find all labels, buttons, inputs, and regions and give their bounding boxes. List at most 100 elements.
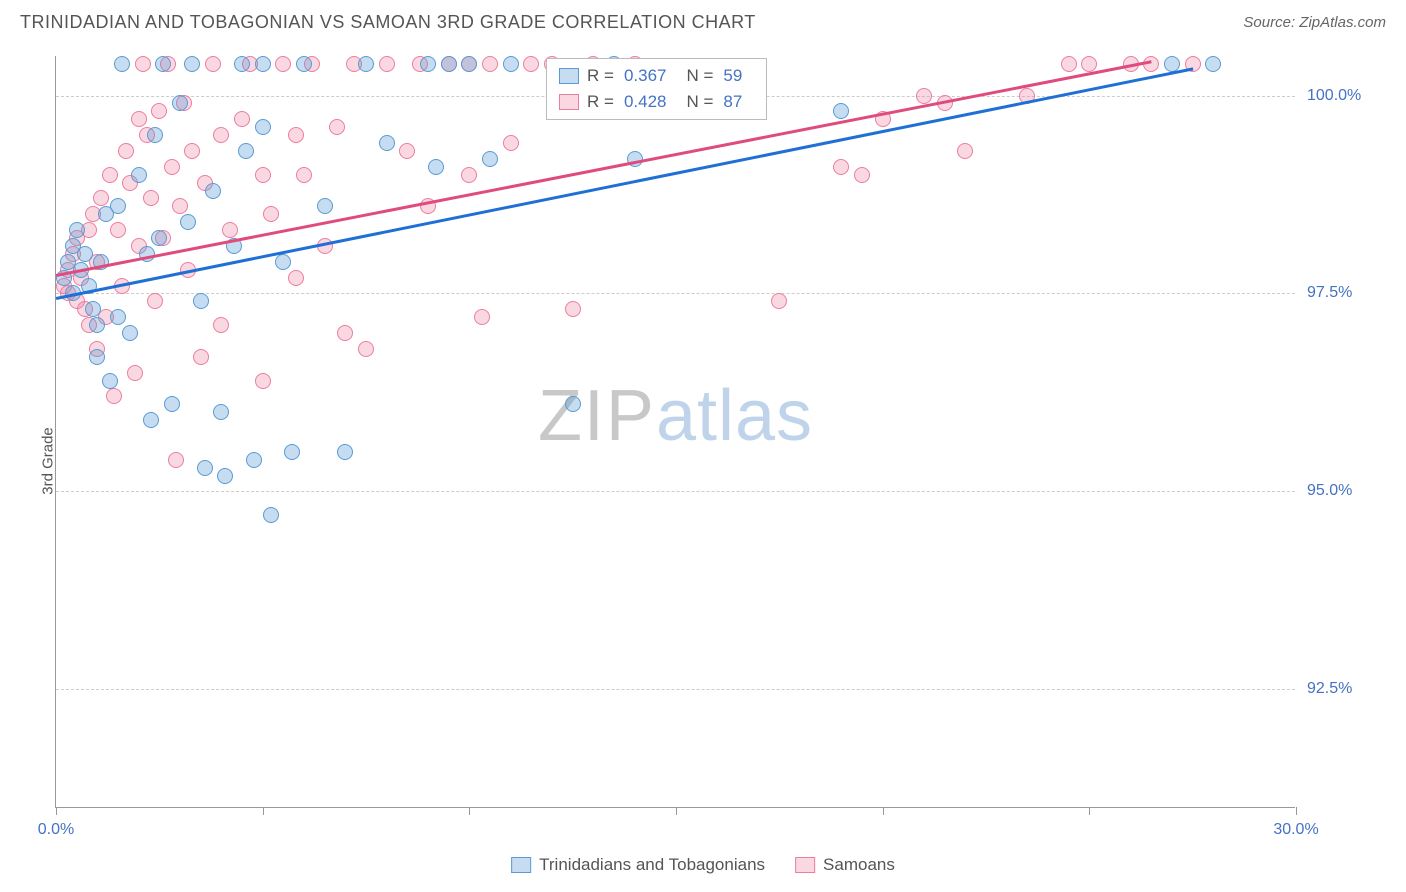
data-point-blue — [143, 412, 159, 428]
data-point-blue — [110, 198, 126, 214]
source-prefix: Source: — [1243, 14, 1299, 31]
data-point-blue — [164, 396, 180, 412]
data-point-blue — [1205, 56, 1221, 72]
data-point-pink — [854, 167, 870, 183]
n-label: N = — [686, 66, 713, 86]
data-point-blue — [379, 135, 395, 151]
n-value-pink: 87 — [723, 92, 742, 112]
data-point-blue — [246, 452, 262, 468]
data-point-blue — [147, 127, 163, 143]
data-point-blue — [205, 183, 221, 199]
data-point-pink — [399, 143, 415, 159]
data-point-blue — [234, 56, 250, 72]
watermark-zip: ZIP — [538, 376, 656, 456]
x-tick — [883, 807, 884, 815]
data-point-pink — [288, 270, 304, 286]
legend-row-pink: R = 0.428 N = 87 — [559, 89, 754, 115]
data-point-blue — [180, 214, 196, 230]
data-point-blue — [255, 119, 271, 135]
data-point-pink — [118, 143, 134, 159]
data-point-blue — [284, 444, 300, 460]
data-point-blue — [461, 56, 477, 72]
data-point-blue — [131, 167, 147, 183]
data-point-blue — [122, 325, 138, 341]
data-point-blue — [296, 56, 312, 72]
data-point-blue — [172, 95, 188, 111]
swatch-blue — [511, 857, 531, 873]
data-point-blue — [213, 404, 229, 420]
data-point-blue — [263, 507, 279, 523]
legend-item-pink: Samoans — [795, 855, 895, 875]
data-point-blue — [275, 254, 291, 270]
data-point-pink — [151, 103, 167, 119]
data-point-blue — [89, 317, 105, 333]
data-point-blue — [69, 222, 85, 238]
source-attribution: Source: ZipAtlas.com — [1243, 14, 1386, 31]
data-point-pink — [474, 309, 490, 325]
data-point-blue — [114, 56, 130, 72]
data-point-blue — [238, 143, 254, 159]
y-tick-label: 97.5% — [1307, 284, 1387, 302]
series-legend: Trinidadians and Tobagonians Samoans — [511, 855, 895, 875]
r-label: R = — [587, 92, 614, 112]
data-point-pink — [263, 206, 279, 222]
data-point-blue — [85, 301, 101, 317]
data-point-blue — [428, 159, 444, 175]
data-point-pink — [172, 198, 188, 214]
x-tick — [1089, 807, 1090, 815]
data-point-pink — [213, 317, 229, 333]
data-point-blue — [184, 56, 200, 72]
x-tick — [263, 807, 264, 815]
data-point-blue — [255, 56, 271, 72]
data-point-pink — [135, 56, 151, 72]
data-point-pink — [833, 159, 849, 175]
swatch-pink — [559, 94, 579, 110]
data-point-pink — [110, 222, 126, 238]
n-label: N = — [686, 92, 713, 112]
x-tick-label: 30.0% — [1273, 821, 1318, 839]
data-point-blue — [217, 468, 233, 484]
data-point-pink — [93, 190, 109, 206]
legend-label-blue: Trinidadians and Tobagonians — [539, 855, 765, 875]
watermark: ZIPatlas — [538, 375, 813, 457]
data-point-blue — [110, 309, 126, 325]
gridline-h — [56, 491, 1295, 492]
gridline-h — [56, 689, 1295, 690]
r-label: R = — [587, 66, 614, 86]
data-point-pink — [503, 135, 519, 151]
chart-title: TRINIDADIAN AND TOBAGONIAN VS SAMOAN 3RD… — [20, 12, 756, 33]
data-point-blue — [77, 246, 93, 262]
data-point-pink — [379, 56, 395, 72]
gridline-h — [56, 293, 1295, 294]
source-name: ZipAtlas.com — [1299, 14, 1386, 31]
data-point-pink — [461, 167, 477, 183]
data-point-blue — [102, 373, 118, 389]
legend-row-blue: R = 0.367 N = 59 — [559, 63, 754, 89]
data-point-pink — [255, 167, 271, 183]
data-point-blue — [151, 230, 167, 246]
plot-area: ZIPatlas 92.5%95.0%97.5%100.0%0.0%30.0% … — [55, 56, 1295, 808]
data-point-pink — [482, 56, 498, 72]
data-point-blue — [317, 198, 333, 214]
data-point-pink — [184, 143, 200, 159]
data-point-pink — [275, 56, 291, 72]
data-point-blue — [503, 56, 519, 72]
data-point-pink — [565, 301, 581, 317]
data-point-pink — [106, 388, 122, 404]
swatch-pink — [795, 857, 815, 873]
data-point-blue — [565, 396, 581, 412]
data-point-pink — [296, 167, 312, 183]
y-tick-label: 92.5% — [1307, 680, 1387, 698]
x-tick — [676, 807, 677, 815]
data-point-pink — [1081, 56, 1097, 72]
data-point-pink — [255, 373, 271, 389]
data-point-pink — [127, 365, 143, 381]
data-point-pink — [131, 111, 147, 127]
y-tick-label: 100.0% — [1307, 87, 1387, 105]
n-value-blue: 59 — [723, 66, 742, 86]
data-point-blue — [420, 56, 436, 72]
data-point-pink — [222, 222, 238, 238]
data-point-blue — [155, 56, 171, 72]
data-point-blue — [358, 56, 374, 72]
data-point-pink — [358, 341, 374, 357]
